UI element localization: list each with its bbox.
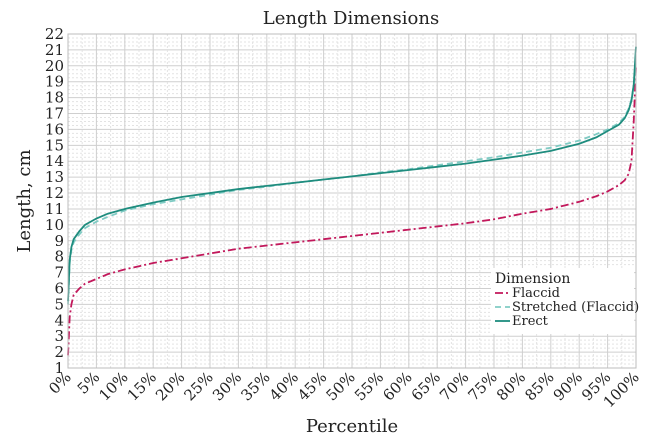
legend-box <box>491 268 634 334</box>
x-tick-label: 90% <box>550 368 586 404</box>
y-tick-label: 4 <box>54 311 64 329</box>
y-axis-label: Length, cm <box>14 149 35 252</box>
y-tick-label: 6 <box>54 279 64 297</box>
plot-frame <box>67 33 637 369</box>
series-lines <box>67 46 637 356</box>
x-tick-label: 15% <box>124 368 160 404</box>
x-tick-label: 75% <box>465 368 501 404</box>
x-tick-label: 10% <box>95 368 131 404</box>
x-axis-label: Percentile <box>306 416 398 437</box>
y-tick-label: 15 <box>45 136 64 154</box>
x-tick-label: 80% <box>493 368 529 404</box>
y-tick-label: 2 <box>54 343 64 361</box>
y-tick-label: 9 <box>54 232 64 250</box>
y-tick-label: 1 <box>54 359 64 377</box>
legend-title: Dimension <box>495 271 570 287</box>
legend-entry: Stretched (Flaccid) <box>512 300 639 315</box>
x-tick-label: 70% <box>436 368 472 404</box>
y-tick-label: 11 <box>45 200 64 218</box>
x-tick-label: 60% <box>379 368 415 404</box>
chart-title: Length Dimensions <box>263 8 439 29</box>
y-tick-label: 22 <box>45 25 64 43</box>
x-tick-label: 55% <box>351 368 387 404</box>
x-tick-label: 50% <box>323 368 359 404</box>
x-axis-ticks: 0%5%10%15%20%25%30%35%40%45%50%55%60%65%… <box>45 368 643 411</box>
y-tick-label: 21 <box>45 41 64 59</box>
y-tick-label: 3 <box>54 327 64 345</box>
x-tick-label: 35% <box>237 368 273 404</box>
y-tick-label: 13 <box>45 168 64 186</box>
y-tick-label: 5 <box>54 295 64 313</box>
y-tick-label: 12 <box>45 184 64 202</box>
y-tick-label: 16 <box>45 120 64 138</box>
x-tick-label: 45% <box>294 368 330 404</box>
y-tick-label: 14 <box>45 152 64 170</box>
legend-entry: Flaccid <box>512 286 560 301</box>
y-tick-label: 20 <box>45 57 64 75</box>
x-tick-label: 65% <box>408 368 444 404</box>
x-tick-label: 40% <box>266 368 302 404</box>
series-line-flaccid <box>67 65 637 356</box>
x-tick-label: 20% <box>152 368 188 404</box>
y-tick-label: 17 <box>45 105 64 123</box>
series-line-erect <box>67 46 637 302</box>
y-tick-label: 18 <box>45 89 64 107</box>
legend-entry: Erect <box>512 314 549 329</box>
y-tick-label: 8 <box>54 248 64 266</box>
y-tick-label: 7 <box>54 264 64 282</box>
y-tick-label: 19 <box>45 73 64 91</box>
y-tick-label: 10 <box>45 216 64 234</box>
x-tick-label: 30% <box>209 368 245 404</box>
x-tick-label: 0% <box>45 368 75 398</box>
x-tick-label: 25% <box>181 368 217 404</box>
x-tick-label: 85% <box>521 368 557 404</box>
